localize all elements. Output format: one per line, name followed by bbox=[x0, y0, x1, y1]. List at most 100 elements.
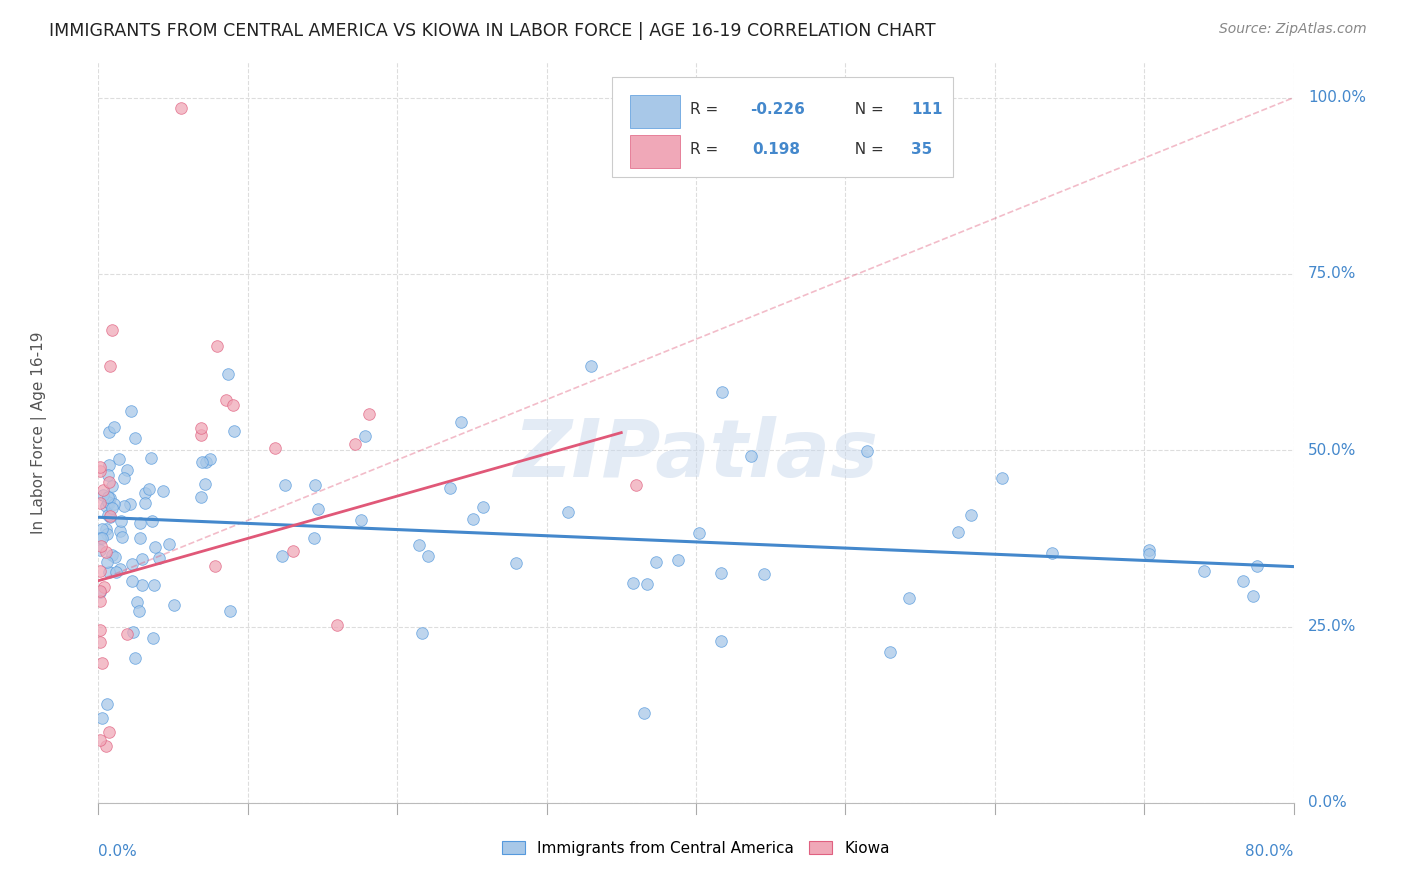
Point bbox=[354, 429, 377, 443]
Point bbox=[97, 490, 120, 504]
Legend: Immigrants from Central America, Kiowa: Immigrants from Central America, Kiowa bbox=[496, 835, 896, 862]
Point bbox=[89, 732, 111, 747]
Point bbox=[191, 455, 214, 469]
Text: IMMIGRANTS FROM CENTRAL AMERICA VS KIOWA IN LABOR FORCE | AGE 16-19 CORRELATION : IMMIGRANTS FROM CENTRAL AMERICA VS KIOWA… bbox=[49, 22, 936, 40]
Point bbox=[94, 499, 117, 513]
FancyBboxPatch shape bbox=[630, 136, 681, 169]
Point bbox=[98, 510, 121, 524]
Point bbox=[90, 522, 112, 536]
Text: 25.0%: 25.0% bbox=[1308, 619, 1357, 634]
Point bbox=[991, 471, 1014, 485]
Point bbox=[100, 491, 122, 505]
Point bbox=[120, 403, 142, 417]
Point bbox=[215, 392, 238, 407]
Point bbox=[1192, 564, 1215, 578]
Point bbox=[644, 555, 666, 569]
Text: 100.0%: 100.0% bbox=[1308, 90, 1365, 105]
Point bbox=[138, 482, 160, 496]
Point bbox=[270, 549, 292, 563]
Point bbox=[131, 578, 153, 592]
Point bbox=[740, 449, 762, 463]
Point bbox=[89, 531, 111, 545]
Point bbox=[152, 483, 174, 498]
Point bbox=[89, 635, 111, 649]
Point bbox=[626, 477, 648, 491]
Point bbox=[1246, 559, 1268, 574]
Text: 80.0%: 80.0% bbox=[1246, 844, 1294, 858]
Text: -0.226: -0.226 bbox=[749, 102, 804, 117]
Point bbox=[121, 574, 143, 588]
Point bbox=[127, 595, 149, 609]
Text: ZIPatlas: ZIPatlas bbox=[513, 416, 879, 494]
Point bbox=[416, 549, 439, 563]
Point bbox=[91, 657, 114, 671]
Point bbox=[124, 431, 146, 445]
Point bbox=[115, 463, 138, 477]
Text: In Labor Force | Age 16-19: In Labor Force | Age 16-19 bbox=[31, 331, 46, 534]
Point bbox=[472, 500, 495, 515]
Text: 35: 35 bbox=[911, 142, 932, 157]
Point bbox=[91, 711, 114, 725]
Point bbox=[879, 645, 901, 659]
Point bbox=[104, 549, 127, 564]
Point bbox=[219, 604, 242, 618]
Point bbox=[710, 384, 733, 399]
Point bbox=[128, 516, 150, 530]
Point bbox=[89, 464, 111, 478]
Point bbox=[304, 478, 326, 492]
Point bbox=[190, 490, 212, 504]
Point bbox=[274, 478, 297, 492]
Point bbox=[101, 479, 124, 493]
Point bbox=[98, 359, 122, 373]
Point bbox=[142, 632, 165, 646]
Point bbox=[105, 565, 128, 579]
Point bbox=[117, 626, 139, 640]
Point bbox=[752, 566, 775, 581]
Point bbox=[97, 468, 120, 483]
Point bbox=[97, 495, 120, 509]
Point bbox=[326, 618, 349, 632]
Point bbox=[636, 577, 658, 591]
Point bbox=[98, 458, 121, 472]
Text: R =: R = bbox=[690, 142, 723, 157]
Point bbox=[307, 501, 329, 516]
Point bbox=[108, 451, 131, 466]
Point bbox=[134, 486, 156, 500]
Point bbox=[856, 443, 879, 458]
Point bbox=[143, 578, 166, 592]
Point bbox=[666, 553, 689, 567]
Point bbox=[89, 594, 111, 608]
Point bbox=[110, 514, 132, 528]
Point bbox=[1241, 589, 1264, 603]
Point bbox=[89, 460, 111, 475]
Text: 75.0%: 75.0% bbox=[1308, 267, 1357, 282]
Point bbox=[143, 541, 166, 555]
FancyBboxPatch shape bbox=[630, 95, 681, 128]
Point bbox=[98, 509, 121, 524]
Point bbox=[1232, 574, 1254, 588]
Text: Source: ZipAtlas.com: Source: ZipAtlas.com bbox=[1219, 22, 1367, 37]
Point bbox=[194, 455, 217, 469]
Point bbox=[103, 419, 125, 434]
Point bbox=[97, 425, 120, 439]
Point bbox=[96, 554, 118, 568]
Point bbox=[96, 697, 118, 711]
Point bbox=[304, 531, 326, 545]
Point bbox=[581, 359, 603, 373]
Text: 111: 111 bbox=[911, 102, 942, 117]
Point bbox=[134, 496, 156, 510]
Point bbox=[97, 508, 120, 523]
Point bbox=[141, 451, 163, 466]
Point bbox=[190, 421, 212, 435]
Point bbox=[194, 477, 217, 491]
Point bbox=[89, 584, 111, 599]
Text: 50.0%: 50.0% bbox=[1308, 442, 1357, 458]
Point bbox=[1139, 547, 1161, 561]
Point bbox=[204, 558, 226, 573]
Point bbox=[1139, 543, 1161, 558]
Point bbox=[505, 556, 527, 570]
Point bbox=[157, 537, 180, 551]
Point bbox=[93, 580, 115, 594]
Point bbox=[408, 539, 430, 553]
Text: 0.0%: 0.0% bbox=[1308, 796, 1347, 810]
